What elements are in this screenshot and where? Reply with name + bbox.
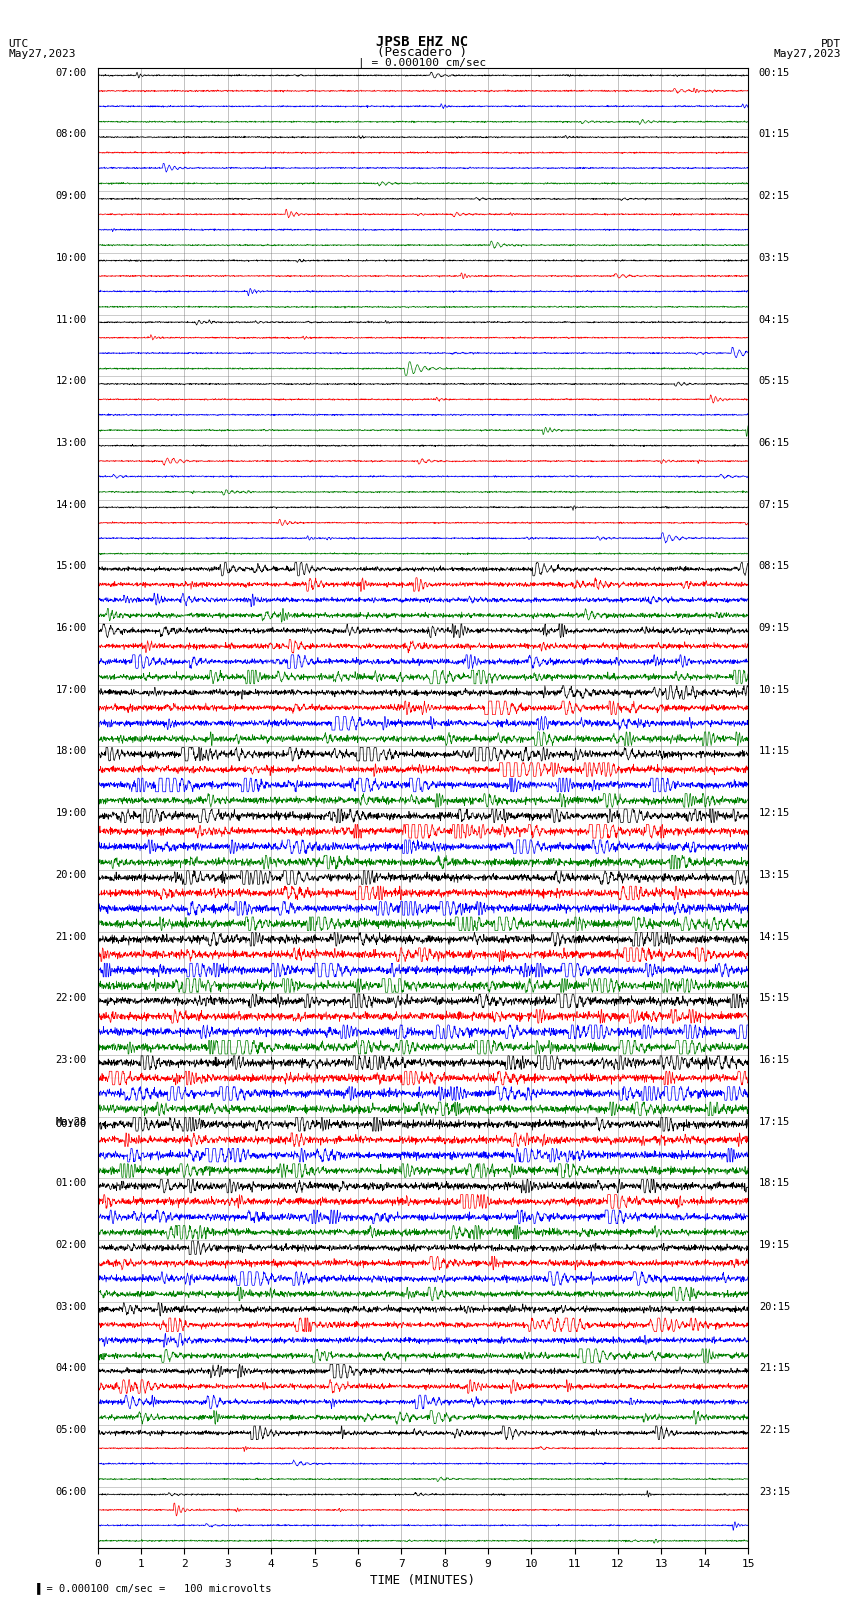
Text: 11:00: 11:00 (55, 315, 87, 324)
Text: 08:00: 08:00 (55, 129, 87, 139)
Text: 10:15: 10:15 (759, 684, 791, 695)
Text: 15:15: 15:15 (759, 994, 791, 1003)
Text: 00:15: 00:15 (759, 68, 791, 77)
Text: 13:00: 13:00 (55, 439, 87, 448)
Text: May27,2023: May27,2023 (774, 48, 842, 58)
Text: 04:15: 04:15 (759, 315, 791, 324)
Text: 05:00: 05:00 (55, 1426, 87, 1436)
Text: 08:15: 08:15 (759, 561, 791, 571)
Text: 17:15: 17:15 (759, 1116, 791, 1126)
Text: 01:00: 01:00 (55, 1177, 87, 1189)
Text: 22:00: 22:00 (55, 994, 87, 1003)
Text: 16:00: 16:00 (55, 623, 87, 632)
Text: 13:15: 13:15 (759, 869, 791, 879)
Text: 09:15: 09:15 (759, 623, 791, 632)
Text: 23:15: 23:15 (759, 1487, 791, 1497)
Text: 19:00: 19:00 (55, 808, 87, 818)
Text: May28: May28 (55, 1116, 87, 1126)
Text: ▐ = 0.000100 cm/sec =   100 microvolts: ▐ = 0.000100 cm/sec = 100 microvolts (34, 1582, 271, 1594)
Text: 07:00: 07:00 (55, 68, 87, 77)
Text: 14:00: 14:00 (55, 500, 87, 510)
Text: 21:15: 21:15 (759, 1363, 791, 1373)
Text: 02:00: 02:00 (55, 1240, 87, 1250)
Text: 11:15: 11:15 (759, 747, 791, 756)
Text: 12:15: 12:15 (759, 808, 791, 818)
Text: 02:15: 02:15 (759, 192, 791, 202)
Text: May27,2023: May27,2023 (8, 48, 76, 58)
Text: 17:00: 17:00 (55, 684, 87, 695)
Text: 18:15: 18:15 (759, 1177, 791, 1189)
Text: 12:00: 12:00 (55, 376, 87, 386)
Text: 20:15: 20:15 (759, 1302, 791, 1311)
Text: 22:15: 22:15 (759, 1426, 791, 1436)
Text: 06:00: 06:00 (55, 1487, 87, 1497)
Text: 14:15: 14:15 (759, 931, 791, 942)
Text: 00:00: 00:00 (55, 1119, 87, 1129)
Text: 09:00: 09:00 (55, 192, 87, 202)
Text: 19:15: 19:15 (759, 1240, 791, 1250)
Text: 15:00: 15:00 (55, 561, 87, 571)
Text: (Pescadero ): (Pescadero ) (377, 45, 468, 58)
Text: PDT: PDT (821, 39, 842, 50)
Text: UTC: UTC (8, 39, 29, 50)
Text: 03:00: 03:00 (55, 1302, 87, 1311)
Text: 04:00: 04:00 (55, 1363, 87, 1373)
Text: 05:15: 05:15 (759, 376, 791, 386)
Text: 20:00: 20:00 (55, 869, 87, 879)
Text: 06:15: 06:15 (759, 439, 791, 448)
Text: | = 0.000100 cm/sec: | = 0.000100 cm/sec (359, 56, 486, 68)
Text: 01:15: 01:15 (759, 129, 791, 139)
Text: 03:15: 03:15 (759, 253, 791, 263)
Text: 23:00: 23:00 (55, 1055, 87, 1065)
Text: 21:00: 21:00 (55, 931, 87, 942)
Text: 18:00: 18:00 (55, 747, 87, 756)
X-axis label: TIME (MINUTES): TIME (MINUTES) (371, 1574, 475, 1587)
Text: 10:00: 10:00 (55, 253, 87, 263)
Text: 16:15: 16:15 (759, 1055, 791, 1065)
Text: JPSB EHZ NC: JPSB EHZ NC (377, 35, 468, 50)
Text: 07:15: 07:15 (759, 500, 791, 510)
